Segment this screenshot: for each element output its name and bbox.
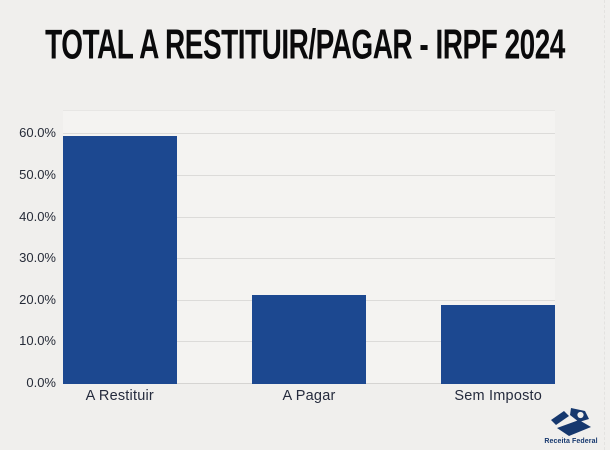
bar-sem-imposto [441, 304, 555, 384]
gridline-30 [63, 258, 555, 260]
x-tick-label-a-pagar: A Pagar [282, 388, 336, 404]
y-tick-label-40: 40.0% [19, 208, 56, 224]
y-tick-label-60: 60.0% [19, 125, 56, 141]
receita-federal-logo-icon [551, 408, 591, 436]
y-tick-label-0: 0.0% [26, 375, 56, 390]
plot-area [63, 110, 555, 384]
chart-title: TOTAL A RESTITUIR/PAGAR - IRPF 2024 [45, 21, 565, 68]
page-right-edge-divider [604, 0, 605, 450]
logo-label: Receita Federal [544, 438, 598, 445]
bar-a-pagar [252, 294, 366, 384]
bar-a-restituir [63, 135, 177, 384]
x-tick-label-sem-imposto: Sem Imposto [454, 388, 543, 404]
gridline-40 [63, 216, 555, 218]
y-tick-label-20: 20.0% [19, 291, 56, 307]
y-tick-label-30: 30.0% [19, 250, 56, 266]
receita-federal-logo: Receita Federal [542, 407, 600, 445]
y-tick-label-10: 10.0% [19, 333, 56, 349]
gridline-60 [63, 133, 555, 135]
y-tick-label-50: 50.0% [19, 166, 56, 182]
gridline-50 [63, 174, 555, 176]
x-tick-label-a-restituir: A Restituir [85, 388, 154, 404]
